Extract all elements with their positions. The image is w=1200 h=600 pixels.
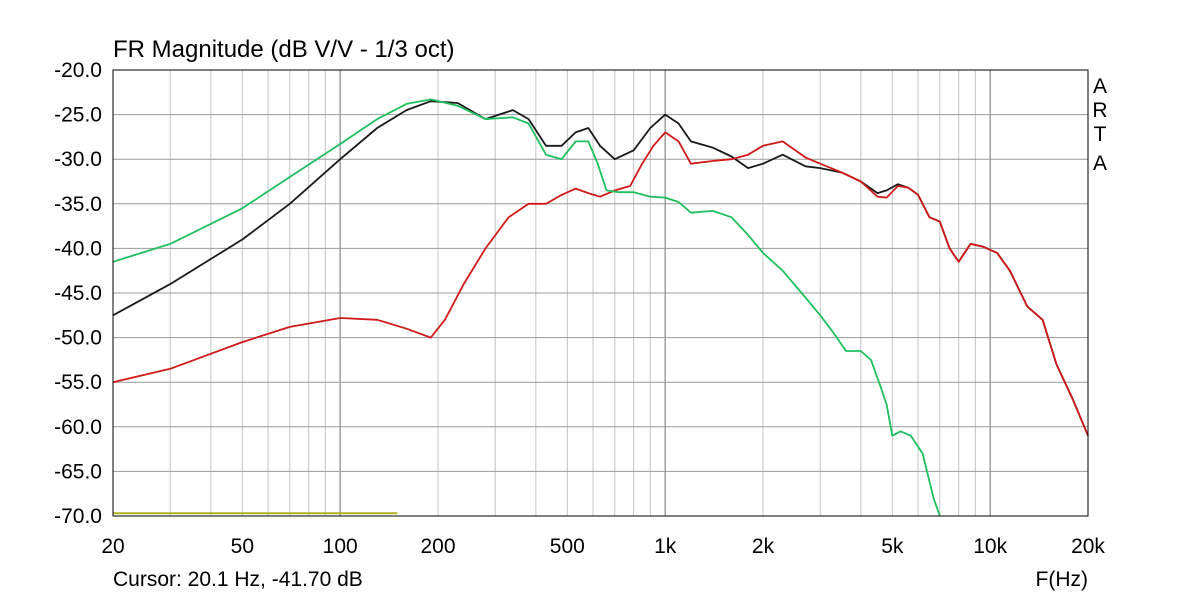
series-line-2 <box>112 131 1089 437</box>
brand-letter: T <box>1094 123 1107 146</box>
plot-frame <box>112 69 1089 517</box>
y-tick-label: -60.0 <box>54 416 102 439</box>
x-tick-label: 2k <box>752 535 775 558</box>
x-tick-label: 20 <box>101 535 124 558</box>
cursor-readout: Cursor: 20.1 Hz, -41.70 dB <box>113 568 363 591</box>
brand-letter: A <box>1093 152 1107 175</box>
brand-letter: R <box>1092 99 1107 122</box>
x-tick-label: 200 <box>420 535 455 558</box>
series-line-3 <box>112 98 941 517</box>
x-tick-label: 5k <box>881 535 904 558</box>
y-tick-label: -55.0 <box>54 371 102 394</box>
x-tick-label: 10k <box>973 535 1007 558</box>
y-tick-label: -35.0 <box>54 193 102 216</box>
y-axis-ticks: -20.0 -25.0 -30.0 -35.0 -40.0 -45.0 -50.0 -55.0… <box>54 59 102 528</box>
x-tick-label: 100 <box>323 535 358 558</box>
x-tick-label: 50 <box>231 535 254 558</box>
chart-title: FR Magnitude (dB V/V - 1/3 oct) <box>113 36 454 63</box>
x-tick-label: 20k <box>1071 535 1105 558</box>
series-line-1 <box>112 100 1089 437</box>
series-layer <box>112 98 1089 517</box>
y-tick-label: -40.0 <box>54 237 102 260</box>
x-axis-label: F(Hz) <box>1036 568 1088 591</box>
grid <box>112 69 1089 517</box>
x-tick-label: 1k <box>654 535 677 558</box>
x-tick-label: 500 <box>550 535 585 558</box>
x-axis-ticks: 20 50 100 200 500 1k 2k 5k 10k 20k <box>101 535 1105 558</box>
y-tick-label: -50.0 <box>54 327 102 350</box>
y-tick-label: -25.0 <box>54 104 102 127</box>
y-tick-label: -45.0 <box>54 282 102 305</box>
y-tick-label: -65.0 <box>54 460 102 483</box>
y-tick-label: -30.0 <box>54 148 102 171</box>
y-tick-label: -20.0 <box>54 59 102 82</box>
arta-brand: A R T A <box>1092 75 1107 175</box>
brand-letter: A <box>1093 75 1107 98</box>
y-tick-label: -70.0 <box>54 505 102 528</box>
